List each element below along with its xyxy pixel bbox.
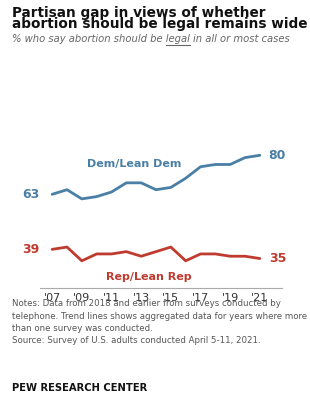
Text: Partisan gap in views of whether: Partisan gap in views of whether (12, 6, 266, 20)
Text: 35: 35 (269, 252, 286, 265)
Text: 63: 63 (22, 188, 40, 201)
Text: telephone. Trend lines shows aggregated data for years where more: telephone. Trend lines shows aggregated … (12, 312, 308, 321)
Text: abortion should be legal remains wide: abortion should be legal remains wide (12, 17, 308, 31)
Text: Source: Survey of U.S. adults conducted April 5-11, 2021.: Source: Survey of U.S. adults conducted … (12, 336, 261, 345)
Text: Dem/Lean Dem: Dem/Lean Dem (86, 159, 181, 169)
Text: 39: 39 (22, 243, 40, 256)
Text: % who say abortion should be legal: % who say abortion should be legal (12, 34, 190, 44)
Text: Rep/Lean Rep: Rep/Lean Rep (106, 272, 191, 282)
Text: than one survey was conducted.: than one survey was conducted. (12, 324, 153, 333)
Text: Notes: Data from 2018 and earlier from surveys conducted by: Notes: Data from 2018 and earlier from s… (12, 299, 281, 308)
Text: 80: 80 (269, 149, 286, 162)
Text: % who say abortion should be: % who say abortion should be (12, 34, 166, 44)
Text: PEW RESEARCH CENTER: PEW RESEARCH CENTER (12, 384, 148, 393)
Text: % who say abortion should be legal in all or most cases: % who say abortion should be legal in al… (12, 34, 290, 44)
